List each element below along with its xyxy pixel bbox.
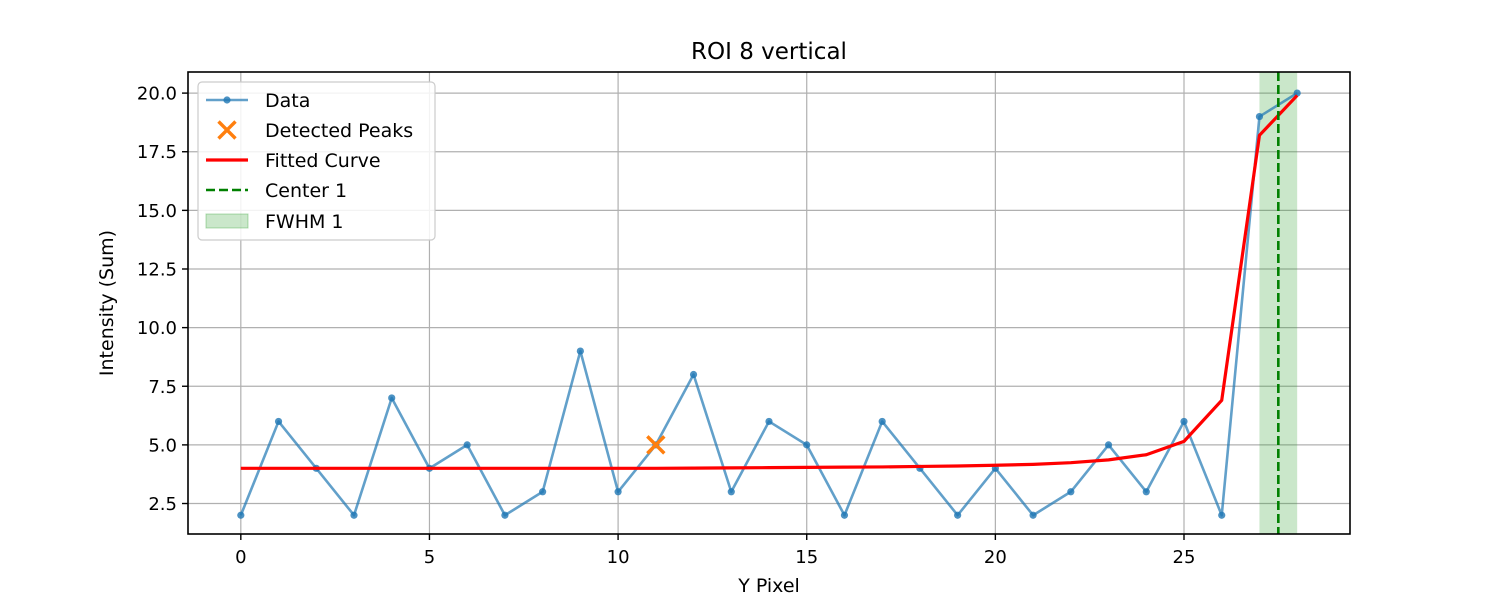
plot-frame [187,71,1351,535]
data-point [388,394,396,402]
series-layer [237,72,1301,534]
y-tick-label: 17.5 [137,142,177,163]
axes-frame [187,71,1351,535]
y-tick-label: 7.5 [148,377,177,398]
data-point [576,347,584,355]
legend-fwhm-patch [205,213,249,229]
legend-peak-marker [217,120,237,140]
y-tick-label: 10.0 [137,318,177,339]
legend-item: Detected Peaks [217,120,413,142]
data-point [803,441,811,449]
legend-box [197,81,436,241]
legend-data-marker [223,96,231,104]
data-point [1255,112,1264,121]
y-tick-label: 2.5 [148,494,177,515]
x-tick-label: 0 [235,547,246,568]
data-point [463,441,471,449]
chart-title: ROI 8 vertical [691,39,847,65]
legend-label: Fitted Curve [265,150,381,172]
data-point [539,488,547,496]
legend-label: Center 1 [265,180,347,202]
data-point [1104,441,1113,449]
data-point [1067,488,1075,496]
data-point [1029,511,1037,519]
legend-item: Center 1 [206,180,347,202]
data-point [954,511,962,519]
data-point [1218,511,1226,519]
legend: Data Detected Peaks Fitted Curve Center 1 FW… [197,81,436,241]
y-tick-label: 12.5 [137,259,177,280]
grid [188,72,1350,534]
data-point [689,370,698,379]
x-tick-label: 10 [607,547,630,568]
data-point [501,511,509,519]
x-tick-label: 20 [984,547,1007,568]
y-tick-label: 15.0 [137,201,177,222]
data-point [727,488,735,496]
fitted-curve-line [240,94,1299,470]
y-axis-label: Intensity (Sum) [96,230,118,376]
data-point [1180,417,1188,426]
peak-marker-stroke [646,435,666,455]
legend-item: Data [206,90,310,112]
legend-label: Detected Peaks [265,120,413,142]
data-point [614,488,622,496]
y-tick-label: 20.0 [137,84,177,105]
x-tick-label: 15 [795,547,818,568]
legend-item: FWHM 1 [205,211,344,233]
x-tick-label: 5 [424,547,435,568]
data-point [274,417,283,426]
x-axis-label: Y Pixel [737,575,800,597]
data-point [1142,488,1150,496]
peak-marker [646,435,666,455]
y-tick-label: 5.0 [148,435,177,456]
legend-item: Fitted Curve [206,150,381,172]
data-point [840,511,849,519]
y-axis-ticks: 2.5 5.0 7.5 10.0 12.5 15.0 17.5 20.0 [137,84,188,515]
legend-label: FWHM 1 [265,211,344,233]
data-point [350,511,358,519]
data-point [1293,89,1301,97]
data-point [878,417,886,426]
x-tick-label: 25 [1173,547,1196,568]
data-point [237,511,245,519]
legend-label: Data [265,90,310,112]
data-point [765,417,773,426]
x-axis-ticks: 0 5 10 15 20 25 [235,534,1195,568]
